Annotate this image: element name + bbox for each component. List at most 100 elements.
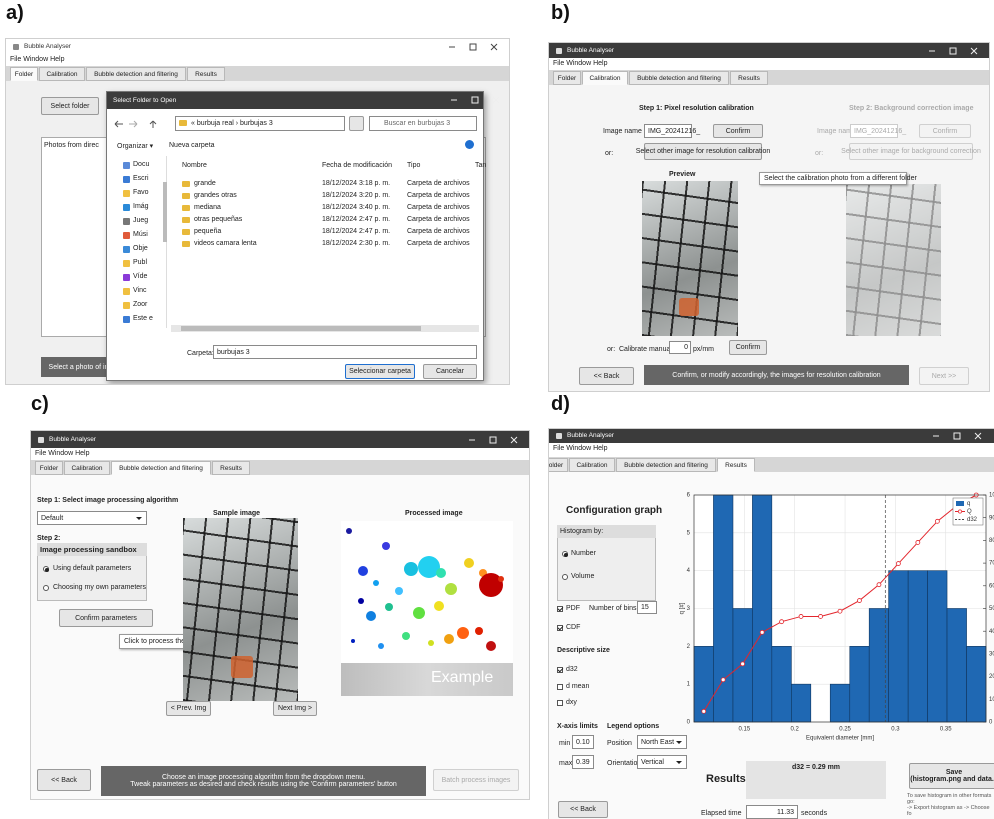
window-controls[interactable] xyxy=(925,46,985,56)
back-button[interactable]: << Back xyxy=(558,801,608,818)
nav-item[interactable]: Obje xyxy=(133,245,148,252)
save-button[interactable]: Save (histogram.png and data.c xyxy=(909,763,994,789)
tab[interactable]: Results xyxy=(187,67,225,81)
new-folder-button[interactable]: Nueva carpeta xyxy=(169,142,215,149)
next-button[interactable]: Next >> xyxy=(919,367,969,385)
checkbox[interactable] xyxy=(557,625,563,631)
radio-label[interactable]: Using default parameters xyxy=(53,565,132,572)
radio[interactable] xyxy=(562,574,568,580)
radio-label[interactable]: Volume xyxy=(571,573,595,580)
select-other-bg-button[interactable]: Select other image for background correc… xyxy=(841,143,981,160)
nav-item[interactable]: Músi xyxy=(133,231,148,238)
file-cell[interactable]: 18/12/2024 2:30 p. m. xyxy=(322,240,391,247)
tab[interactable]: Calibration xyxy=(64,461,110,475)
select-other-button[interactable]: Select other image for resolution calibr… xyxy=(636,143,770,160)
file-cell[interactable]: Carpeta de archivos xyxy=(407,240,470,247)
file-cell[interactable]: otras pequeñas xyxy=(194,216,243,223)
window-controls[interactable] xyxy=(465,435,525,445)
checkbox-label[interactable]: d mean xyxy=(566,683,590,690)
radio[interactable] xyxy=(43,585,49,591)
nav-item[interactable]: Favo xyxy=(133,189,149,196)
confirm-button[interactable]: Confirm xyxy=(919,124,971,138)
file-cell[interactable]: mediana xyxy=(194,204,221,211)
nav-arrows[interactable] xyxy=(113,118,173,130)
tab[interactable]: Folder xyxy=(10,67,38,81)
back-button[interactable]: << Back xyxy=(579,367,634,385)
radio-label[interactable]: Choosing my own parameters xyxy=(53,584,146,591)
radio[interactable] xyxy=(43,566,49,572)
image-name-input[interactable]: IMG_20241216_ xyxy=(644,124,700,138)
max-input[interactable]: 0.39 xyxy=(572,755,594,769)
checkbox[interactable] xyxy=(557,606,563,612)
radio[interactable] xyxy=(562,551,568,557)
column-header[interactable]: Tan xyxy=(475,162,487,169)
tab[interactable]: Bubble detection and filtering xyxy=(616,458,716,472)
refresh-button[interactable] xyxy=(349,116,364,131)
select-folder-button[interactable]: Select folder xyxy=(41,97,99,115)
file-cell[interactable]: grandes otras xyxy=(194,192,237,199)
file-cell[interactable]: 18/12/2024 3:20 p. m. xyxy=(322,192,391,199)
column-header[interactable]: Tipo xyxy=(407,162,421,169)
tab[interactable]: Results xyxy=(730,71,768,85)
cancel-button[interactable]: Cancelar xyxy=(423,364,477,379)
file-cell[interactable]: 18/12/2024 2:47 p. m. xyxy=(322,216,391,223)
file-cell[interactable]: Carpeta de archivos xyxy=(407,216,470,223)
nav-item[interactable]: Vinc xyxy=(133,287,147,294)
nav-item[interactable]: Imág xyxy=(133,203,149,210)
tab[interactable]: Results xyxy=(212,461,250,475)
nav-item[interactable]: Docu xyxy=(133,161,150,168)
bins-input[interactable]: 15 xyxy=(637,601,657,614)
prev-button[interactable]: < Prev. Img xyxy=(166,701,211,716)
file-cell[interactable]: Carpeta de archivos xyxy=(407,180,470,187)
file-cell[interactable]: 18/12/2024 3:40 p. m. xyxy=(322,204,391,211)
file-cell[interactable]: Carpeta de archivos xyxy=(407,228,470,235)
v-scrollbar[interactable] xyxy=(163,182,167,242)
file-cell[interactable]: 18/12/2024 3:18 p. m. xyxy=(322,180,391,187)
checkbox-label[interactable]: CDF xyxy=(566,624,581,631)
search-box[interactable]: Buscar en burbujas 3 xyxy=(369,116,477,131)
next-button[interactable]: Next Img > xyxy=(273,701,317,716)
tab[interactable]: Results xyxy=(717,458,755,472)
algorithm-dropdown[interactable]: Default xyxy=(37,511,147,525)
tab[interactable]: Calibration xyxy=(569,458,615,472)
tab[interactable]: Bubble detection and filtering xyxy=(86,67,186,81)
checkbox-label[interactable]: PDF xyxy=(566,605,580,612)
manual-input[interactable]: 0 xyxy=(669,341,691,354)
nav-item[interactable]: Publ xyxy=(133,259,148,266)
confirm-button[interactable]: Confirm xyxy=(713,124,763,138)
nav-item[interactable]: Zoor xyxy=(133,301,148,308)
checkbox-label[interactable]: d32 xyxy=(566,666,578,673)
batch-button[interactable]: Batch process images xyxy=(433,769,519,791)
back-button[interactable]: << Back xyxy=(37,769,91,791)
window-controls[interactable] xyxy=(445,42,505,52)
confirm-params-button[interactable]: Confirm parameters xyxy=(59,609,153,627)
address-bar[interactable] xyxy=(175,116,345,131)
checkbox[interactable] xyxy=(557,700,563,706)
nav-item[interactable]: Escri xyxy=(133,175,149,182)
tab[interactable]: Bubble detection and filtering xyxy=(111,461,211,475)
orientation-dropdown[interactable]: Vertical xyxy=(637,755,687,769)
tab[interactable]: Bubble detection and filtering xyxy=(629,71,729,85)
checkbox[interactable] xyxy=(557,667,563,673)
file-cell[interactable]: Carpeta de archivos xyxy=(407,192,470,199)
nav-item[interactable]: Este e xyxy=(133,315,153,322)
folder-input[interactable]: burbujas 3 xyxy=(213,345,477,359)
file-cell[interactable]: Carpeta de archivos xyxy=(407,204,470,211)
window-controls[interactable] xyxy=(929,431,989,441)
position-dropdown[interactable]: North East xyxy=(637,735,687,749)
tab[interactable]: Folder xyxy=(553,71,581,85)
help-icon[interactable] xyxy=(465,140,474,149)
column-header[interactable]: Nombre xyxy=(182,162,207,169)
tab[interactable]: Calibration xyxy=(39,67,85,81)
radio-label[interactable]: Number xyxy=(571,550,596,557)
file-cell[interactable]: pequeña xyxy=(194,228,222,235)
checkbox-label[interactable]: dxy xyxy=(566,699,577,706)
select-folder-confirm[interactable]: Seleccionar carpeta xyxy=(345,364,415,379)
tab[interactable]: Calibration xyxy=(582,71,628,85)
file-cell[interactable]: videos camara lenta xyxy=(194,240,257,247)
column-header[interactable]: Fecha de modificación xyxy=(322,162,393,169)
h-scroll-thumb[interactable] xyxy=(181,326,421,331)
organize-menu[interactable]: Organizar ▾ xyxy=(117,143,154,150)
tab[interactable]: Folder xyxy=(549,458,568,472)
image-name-input[interactable]: IMG_20241216_ xyxy=(850,124,906,138)
